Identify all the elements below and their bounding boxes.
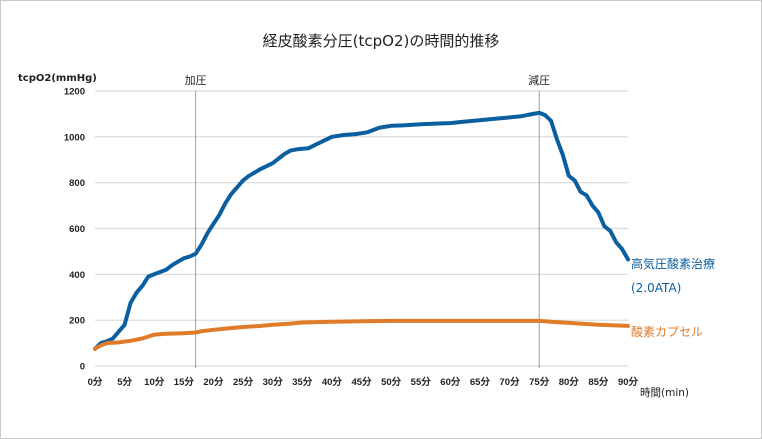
x-tick-label: 15分: [174, 376, 195, 388]
series-lines: [93, 110, 630, 351]
x-tick-label: 40分: [322, 376, 343, 388]
x-tick-label: 90分: [618, 376, 639, 388]
x-ticks: 0分 5分 10分 15分 20分 25分 30分 35分 40分 45分 50分 55分 60分 65分…: [88, 376, 639, 388]
x-tick-label: 50分: [381, 376, 402, 388]
x-tick-label: 10分: [144, 376, 165, 388]
x-axis-label: 時間(min): [640, 387, 689, 399]
y-tick-label: 800: [69, 178, 85, 189]
legend-label-capsule: 酸素カプセル: [631, 324, 703, 339]
x-tick-label: 0分: [88, 376, 103, 388]
x-tick-label: 35分: [292, 376, 313, 388]
legend-label-hbo: 高気圧酸素治療: [631, 256, 715, 271]
x-tick-label: 55分: [411, 376, 432, 388]
x-tick-label: 75分: [529, 376, 550, 388]
x-tick-label: 70分: [500, 376, 521, 388]
x-tick-label: 5分: [117, 376, 132, 388]
legend: 高気圧酸素治療 (2.0ATA) 酸素カプセル: [631, 256, 715, 339]
x-tick-label: 20分: [203, 376, 224, 388]
y-tick-label: 400: [69, 270, 85, 281]
x-tick-label: 65分: [470, 376, 491, 388]
x-tick-label: 30分: [263, 376, 284, 388]
y-ticks: 0 200 400 600 800 1000 1200: [64, 87, 85, 373]
y-tick-label: 1200: [64, 87, 85, 98]
y-axis-label: tcpO2(mmHg): [18, 73, 97, 84]
x-tick-label: 25分: [233, 376, 254, 388]
x-tick-label: 45分: [351, 376, 372, 388]
x-tick-label: 60分: [440, 376, 461, 388]
y-tick-label: 0: [80, 362, 85, 373]
x-tick-label: 85分: [588, 376, 609, 388]
legend-label-hbo-ata: (2.0ATA): [631, 281, 681, 295]
x-tick-label: 80分: [559, 376, 580, 388]
y-tick-label: 1000: [64, 132, 85, 143]
series-line-0: [93, 110, 630, 351]
y-tick-label: 600: [69, 224, 85, 235]
annotation-label: 減圧: [528, 73, 550, 87]
chart-title: 経皮酸素分圧(tcpO2)の時間的推移: [263, 32, 500, 50]
y-tick-label: 200: [69, 316, 85, 327]
series-line-1: [93, 318, 630, 351]
annotation-label: 加圧: [185, 74, 207, 87]
